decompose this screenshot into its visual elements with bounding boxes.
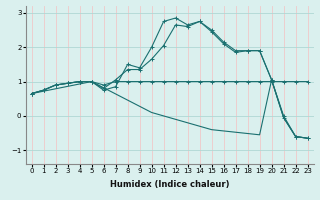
X-axis label: Humidex (Indice chaleur): Humidex (Indice chaleur): [110, 180, 229, 189]
